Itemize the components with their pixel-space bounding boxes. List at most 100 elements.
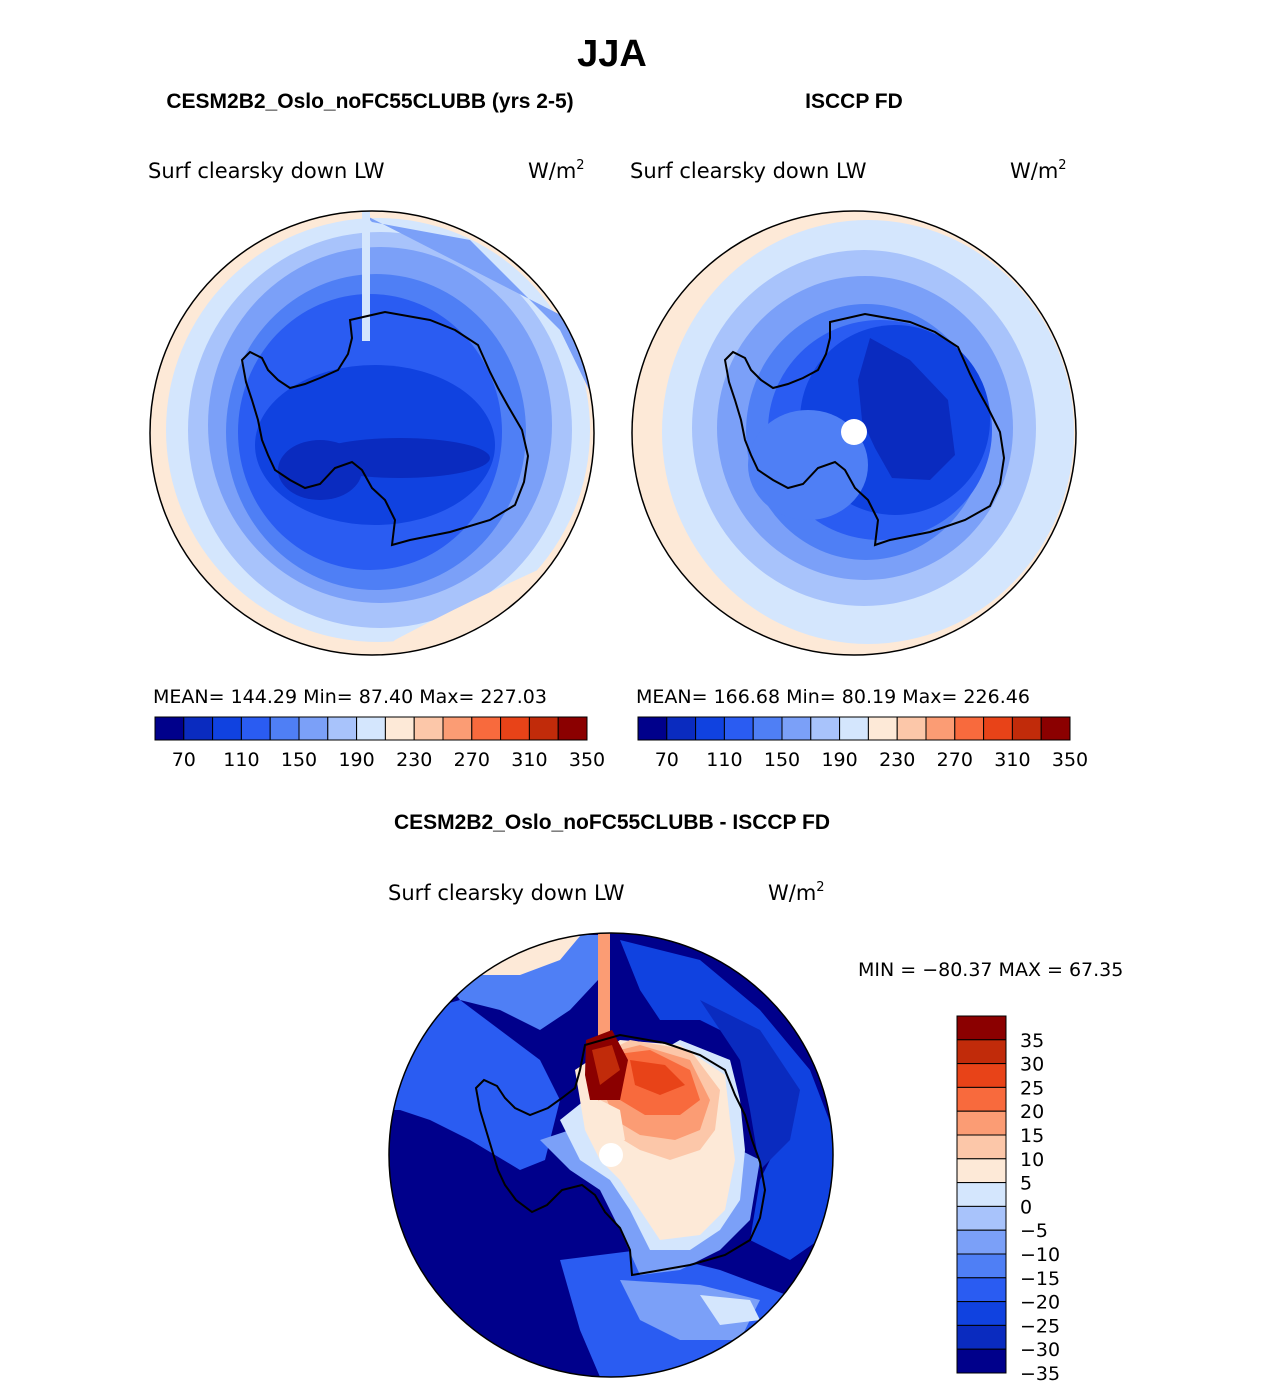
diff-units-label: W/m2	[768, 880, 825, 905]
obs-colorbar-swatch	[925, 716, 956, 741]
obs-colorbar-label: 110	[706, 749, 742, 771]
diff-colorbar-swatch	[956, 1301, 1007, 1326]
model-colorbar-label: 70	[172, 749, 196, 771]
obs-colorbar-swatch	[637, 716, 668, 741]
diff-colorbar-swatch	[956, 1134, 1007, 1160]
model-colorbar-label: 310	[511, 749, 547, 771]
obs-stats: MEAN= 166.68 Min= 80.19 Max= 226.46	[636, 686, 1030, 708]
obs-colorbar-swatch	[867, 716, 898, 741]
obs-panel-title: ISCCP FD	[805, 90, 903, 113]
diff-colorbar-label: 35	[1020, 1030, 1044, 1052]
diff-panel-title: CESM2B2_Oslo_noFC55CLUBB - ISCCP FD	[394, 811, 830, 834]
obs-colorbar-swatch	[983, 716, 1013, 741]
obs-colorbar-swatch	[810, 716, 841, 741]
diff-colorbar-swatch	[956, 1086, 1007, 1112]
model-units-label: W/m2	[528, 158, 585, 183]
diff-colorbar-swatch	[956, 1182, 1007, 1207]
obs-units-label: W/m2	[1010, 158, 1067, 183]
model-colorbar-swatch	[471, 716, 502, 741]
diff-colorbar-swatch	[956, 1158, 1007, 1184]
diff-map-border	[388, 932, 834, 1378]
obs-colorbar-swatch	[1040, 716, 1071, 741]
diff-polar-map	[389, 933, 833, 1377]
obs-colorbar-swatch	[752, 716, 783, 741]
obs-colorbar-swatch	[666, 716, 697, 741]
diff-colorbar-swatch	[956, 1015, 1007, 1041]
model-variable-label: Surf clearsky down LW	[148, 159, 385, 183]
diff-colorbar-swatch	[956, 1063, 1007, 1088]
diff-colorbar-swatch	[956, 1277, 1007, 1303]
diff-colorbar-label: −25	[1020, 1315, 1060, 1337]
obs-colorbar-swatch	[695, 716, 725, 741]
model-colorbar-swatch	[269, 716, 300, 741]
obs-colorbar-label: 150	[764, 749, 800, 771]
model-stats: MEAN= 144.29 Min= 87.40 Max= 227.03	[153, 686, 547, 708]
diff-colorbar-label: 15	[1020, 1125, 1044, 1147]
diff-colorbar-label: −30	[1020, 1339, 1060, 1361]
diff-colorbar-swatch	[956, 1229, 1007, 1255]
obs-colorbar-label: 310	[994, 749, 1030, 771]
model-colorbar-swatch	[442, 716, 473, 741]
diff-colorbar-label: 5	[1020, 1173, 1032, 1195]
model-polar-map	[150, 211, 594, 655]
diff-colorbar-label: −10	[1020, 1244, 1060, 1266]
obs-colorbar-swatch	[1011, 716, 1042, 741]
diff-colorbar-swatch	[956, 1324, 1007, 1350]
diff-colorbar-label: −20	[1020, 1292, 1060, 1314]
diff-colorbar-swatch	[956, 1348, 1007, 1374]
model-colorbar-swatch	[183, 716, 214, 741]
diff-colorbar-label: 0	[1020, 1196, 1032, 1218]
model-colorbar-swatch	[413, 716, 444, 741]
model-map-border	[149, 210, 595, 656]
model-colorbar-label: 190	[338, 749, 374, 771]
diff-colorbar-label: 20	[1020, 1101, 1044, 1123]
obs-antarctica-coastline	[723, 312, 1006, 547]
model-colorbar-label: 230	[396, 749, 432, 771]
obs-colorbar-swatch	[954, 716, 985, 741]
model-colorbar-swatch	[557, 716, 588, 741]
model-colorbar-swatch	[356, 716, 386, 741]
obs-colorbar-swatch	[839, 716, 869, 741]
diff-colorbar-label: 10	[1020, 1149, 1044, 1171]
diff-colorbar-label: −35	[1020, 1363, 1060, 1383]
obs-polar-map	[632, 211, 1076, 655]
diff-minmax: MIN = −80.37 MAX = 67.35	[858, 959, 1123, 981]
obs-colorbar-swatch	[781, 716, 812, 741]
model-colorbar-swatch	[500, 716, 530, 741]
model-colorbar-swatch	[240, 716, 271, 741]
diff-colorbar-swatch	[956, 1253, 1007, 1279]
model-colorbar-swatch	[298, 716, 329, 741]
obs-map-border	[631, 210, 1077, 656]
obs-colorbar-label: 190	[821, 749, 857, 771]
obs-colorbar-label: 350	[1052, 749, 1088, 771]
diff-colorbar-swatch	[956, 1039, 1007, 1065]
diff-colorbar-label: −5	[1020, 1220, 1048, 1242]
obs-variable-label: Surf clearsky down LW	[630, 159, 867, 183]
diff-antarctica-coastline	[474, 1033, 767, 1277]
diff-colorbar-label: −15	[1020, 1268, 1060, 1290]
obs-colorbar-swatch	[896, 716, 927, 741]
model-colorbar-label: 270	[454, 749, 490, 771]
diff-colorbar-swatch	[956, 1205, 1007, 1231]
diff-variable-label: Surf clearsky down LW	[388, 881, 625, 905]
model-colorbar-swatch	[327, 716, 358, 741]
model-panel-title: CESM2B2_Oslo_noFC55CLUBB (yrs 2-5)	[166, 90, 573, 113]
model-colorbar-swatch	[384, 716, 415, 741]
model-colorbar-label: 350	[569, 749, 605, 771]
obs-colorbar-swatch	[723, 716, 754, 741]
model-antarctica-coastline	[240, 310, 530, 547]
obs-colorbar-label: 70	[655, 749, 679, 771]
diff-colorbar-swatch	[956, 1110, 1007, 1136]
model-colorbar-swatch	[154, 716, 185, 741]
obs-colorbar: 70 110 150 190 230 270 310 350	[637, 716, 1088, 771]
diff-colorbar-label: 30	[1020, 1054, 1044, 1076]
obs-colorbar-label: 270	[937, 749, 973, 771]
model-colorbar: 70 110 150 190 230 270 310 350	[154, 716, 605, 771]
model-colorbar-swatch	[212, 716, 242, 741]
model-colorbar-swatch	[528, 716, 559, 741]
season-title: JJA	[577, 33, 647, 75]
model-colorbar-label: 150	[281, 749, 317, 771]
model-colorbar-label: 110	[223, 749, 259, 771]
